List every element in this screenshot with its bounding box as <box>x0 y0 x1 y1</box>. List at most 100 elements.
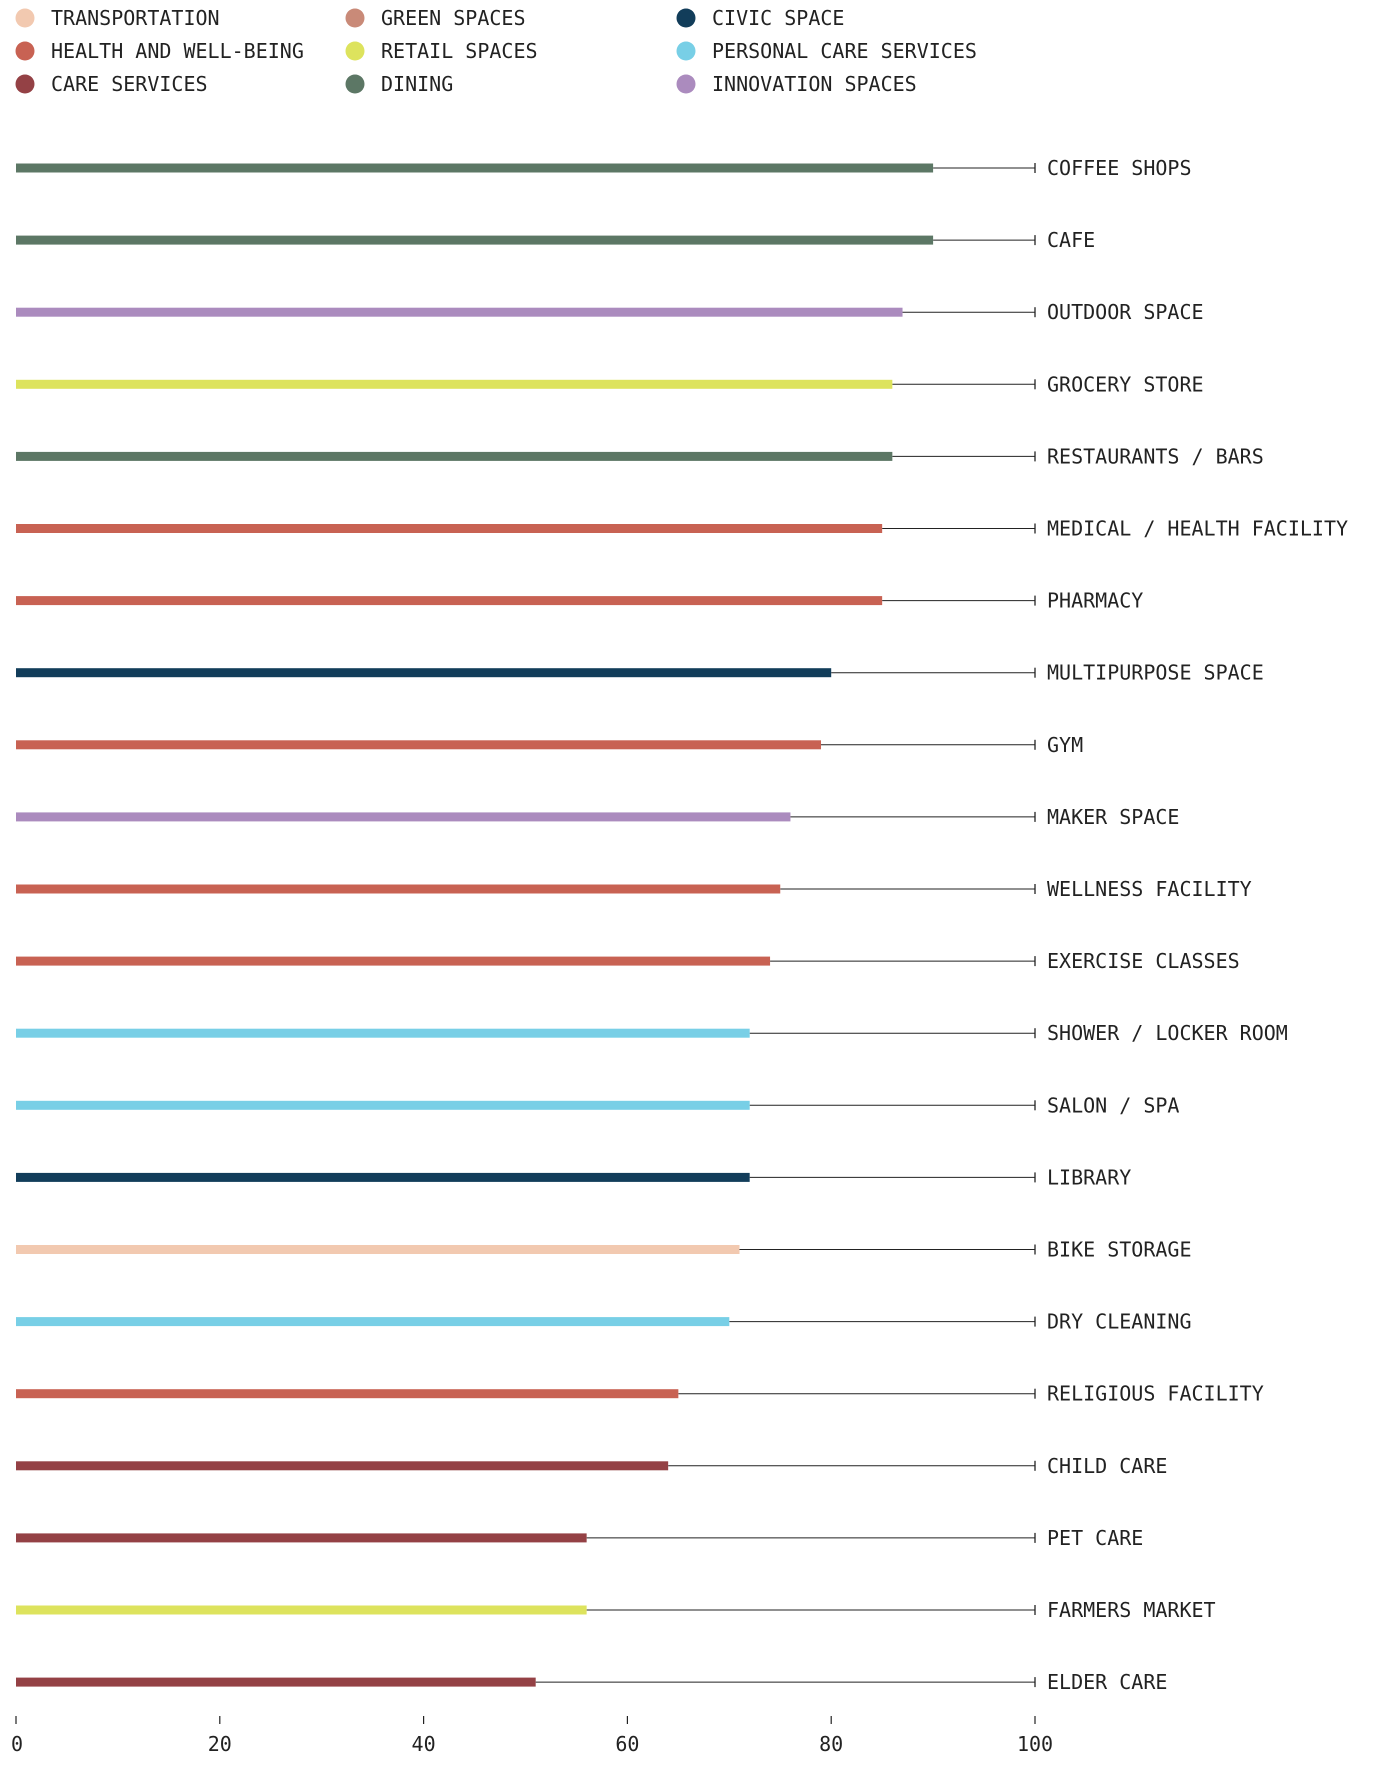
x-tick-label: 40 <box>412 1732 436 1756</box>
legend-label: HEALTH AND WELL-BEING <box>51 39 304 63</box>
category-label: LIBRARY <box>1047 1165 1131 1189</box>
legend-item: DINING <box>345 72 453 96</box>
bar <box>16 884 781 894</box>
x-tick-label: 100 <box>1017 1732 1053 1756</box>
bar-row: SALON / SPA <box>16 1093 1179 1117</box>
bar-row: CAFE <box>16 228 1095 252</box>
bar <box>16 1533 587 1543</box>
category-label: WELLNESS FACILITY <box>1047 877 1252 901</box>
bar-row: WELLNESS FACILITY <box>16 877 1252 901</box>
legend-swatch <box>15 8 35 28</box>
bar-row: LIBRARY <box>16 1165 1131 1189</box>
bar <box>16 1389 679 1399</box>
bar <box>16 1028 750 1038</box>
legend-item: RETAIL SPACES <box>345 39 538 63</box>
bar-row: SHOWER / LOCKER ROOM <box>16 1021 1288 1045</box>
bar-row: MULTIPURPOSE SPACE <box>16 661 1264 685</box>
legend-swatch <box>676 74 696 94</box>
legend-label: TRANSPORTATION <box>51 6 220 30</box>
legend-label: CIVIC SPACE <box>712 6 844 30</box>
category-label: PHARMACY <box>1047 589 1143 613</box>
bar-row: CHILD CARE <box>16 1454 1167 1478</box>
bar-row: RELIGIOUS FACILITY <box>16 1382 1264 1406</box>
bar <box>16 1461 669 1471</box>
category-label: RELIGIOUS FACILITY <box>1047 1382 1264 1406</box>
category-label: GYM <box>1047 733 1083 757</box>
x-tick-label: 60 <box>615 1732 639 1756</box>
legend-item: GREEN SPACES <box>345 6 526 30</box>
bar <box>16 668 832 678</box>
bar-row: BIKE STORAGE <box>16 1238 1192 1262</box>
bar-row: PET CARE <box>16 1526 1143 1550</box>
bar-row: OUTDOOR SPACE <box>16 300 1204 324</box>
bar <box>16 1317 730 1327</box>
category-label: FARMERS MARKET <box>1047 1598 1216 1622</box>
bar <box>16 1172 750 1182</box>
bar-row: MEDICAL / HEALTH FACILITY <box>16 517 1348 541</box>
bar <box>16 307 903 317</box>
x-tick-label: 20 <box>208 1732 232 1756</box>
legend-label: RETAIL SPACES <box>381 39 538 63</box>
legend-item: PERSONAL CARE SERVICES <box>676 39 977 63</box>
x-axis: 0 20 40 60 80 100 <box>11 1716 1053 1756</box>
legend-swatch <box>15 74 35 94</box>
category-label: GROCERY STORE <box>1047 372 1204 396</box>
category-label: DRY CLEANING <box>1047 1310 1192 1334</box>
bar-row: PHARMACY <box>16 589 1143 613</box>
legend-label: CARE SERVICES <box>51 72 208 96</box>
legend-item: CIVIC SPACE <box>676 6 844 30</box>
bar <box>16 1677 536 1687</box>
bar-row: ELDER CARE <box>16 1670 1167 1694</box>
category-label: SHOWER / LOCKER ROOM <box>1047 1021 1288 1045</box>
legend-swatch <box>345 74 365 94</box>
legend-swatch <box>15 41 35 61</box>
category-label: COFFEE SHOPS <box>1047 156 1192 180</box>
category-label: CAFE <box>1047 228 1095 252</box>
legend-label: GREEN SPACES <box>381 6 526 30</box>
bar <box>16 1245 740 1254</box>
bar-row: COFFEE SHOPS <box>16 156 1192 180</box>
category-label: MEDICAL / HEALTH FACILITY <box>1047 517 1348 541</box>
bar-row: FARMERS MARKET <box>16 1598 1216 1622</box>
bar <box>16 235 934 245</box>
bar <box>16 596 883 606</box>
chart-legend: TRANSPORTATION HEALTH AND WELL-BEING CARE … <box>15 6 977 96</box>
legend-label: INNOVATION SPACES <box>712 72 917 96</box>
bar <box>16 812 791 822</box>
category-label: BIKE STORAGE <box>1047 1238 1192 1262</box>
bar <box>16 379 893 389</box>
bar-row: EXERCISE CLASSES <box>16 949 1240 973</box>
x-tick-label: 0 <box>11 1732 23 1756</box>
bar <box>16 1605 587 1615</box>
legend-swatch <box>676 8 696 28</box>
bar <box>16 451 893 461</box>
bars-group: COFFEE SHOPS CAFE OUTDOOR SPACE GROCERY STO… <box>16 156 1348 1694</box>
legend-label: DINING <box>381 72 453 96</box>
legend-swatch <box>345 8 365 28</box>
legend-swatch <box>345 41 365 61</box>
bar-row: MAKER SPACE <box>16 805 1179 829</box>
x-tick-label: 80 <box>819 1732 843 1756</box>
bar <box>16 740 822 750</box>
bar-row: GROCERY STORE <box>16 372 1204 396</box>
bar <box>16 163 934 173</box>
category-label: SALON / SPA <box>1047 1093 1179 1117</box>
bar <box>16 956 771 966</box>
bar-row: RESTAURANTS / BARS <box>16 444 1264 468</box>
legend-item: TRANSPORTATION <box>15 6 220 30</box>
legend-item: CARE SERVICES <box>15 72 208 96</box>
category-label: EXERCISE CLASSES <box>1047 949 1240 973</box>
category-label: PET CARE <box>1047 1526 1143 1550</box>
bar-row: GYM <box>16 733 1083 757</box>
category-label: OUTDOOR SPACE <box>1047 300 1204 324</box>
bar <box>16 524 883 533</box>
bar <box>16 1100 750 1110</box>
category-label: CHILD CARE <box>1047 1454 1167 1478</box>
legend-item: INNOVATION SPACES <box>676 72 917 96</box>
category-label: RESTAURANTS / BARS <box>1047 444 1264 468</box>
category-label: MAKER SPACE <box>1047 805 1179 829</box>
legend-swatch <box>676 41 696 61</box>
legend-label: PERSONAL CARE SERVICES <box>712 39 977 63</box>
bar-row: DRY CLEANING <box>16 1310 1192 1334</box>
